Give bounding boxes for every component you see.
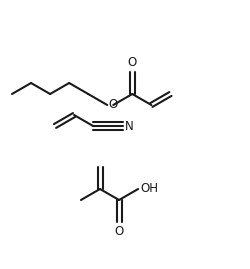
Text: O: O [114,225,124,238]
Text: OH: OH [140,182,158,196]
Text: O: O [128,56,137,69]
Text: N: N [125,119,134,133]
Text: O: O [108,98,118,111]
